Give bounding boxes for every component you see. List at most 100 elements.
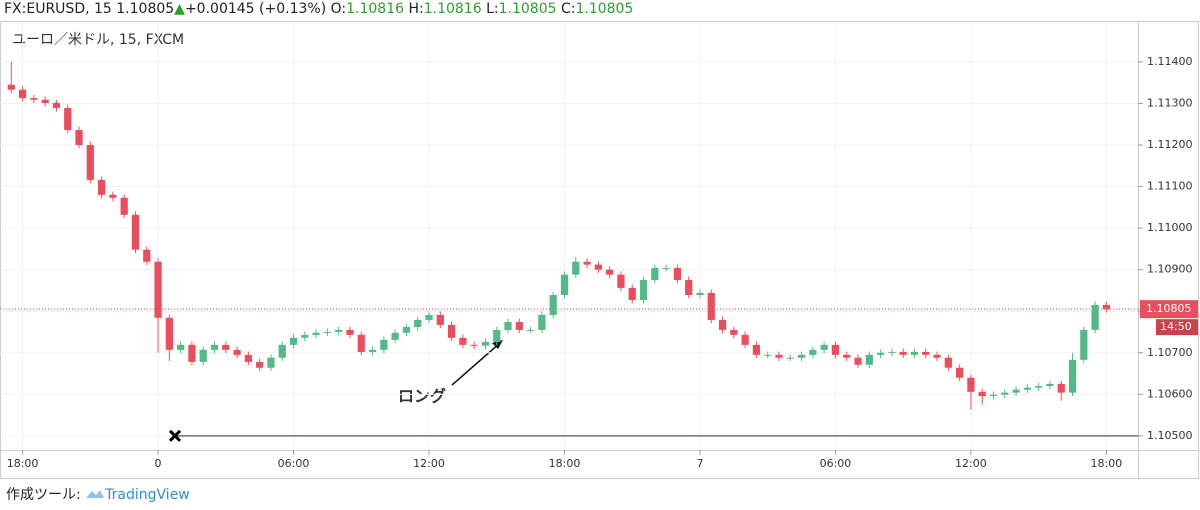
candle-body	[425, 314, 433, 320]
candle-body	[52, 103, 61, 109]
candle-body	[357, 334, 365, 352]
candle-body	[583, 261, 591, 265]
candle-body	[685, 280, 693, 296]
candle-body	[41, 99, 49, 104]
candle-body	[594, 264, 602, 270]
last-price-label: 1.10805	[1146, 302, 1192, 315]
candle-body	[244, 354, 252, 362]
candle-body	[978, 391, 986, 396]
candle-body	[854, 357, 862, 365]
close-label: C:	[560, 1, 576, 17]
candle-body	[944, 357, 952, 368]
candle-body	[154, 261, 162, 318]
y-tick-label: 1.11400	[1147, 55, 1193, 68]
candle-body	[1068, 359, 1077, 393]
x-tick-label: 7	[696, 457, 703, 470]
candle-body	[233, 349, 241, 355]
candle-body	[18, 89, 27, 99]
last-price-box	[1140, 300, 1198, 319]
candle-body	[131, 214, 140, 250]
candle-body	[380, 339, 388, 350]
footer-brand: TradingView	[105, 487, 190, 503]
candle-body	[504, 322, 512, 330]
candle-body	[301, 334, 309, 338]
candle-body	[267, 357, 275, 368]
candle-body	[289, 337, 298, 345]
candle-body	[1102, 304, 1111, 310]
candle-body	[899, 351, 907, 355]
candle-body	[617, 274, 625, 288]
change: +0.00145 (+0.13%)	[184, 1, 327, 17]
candle-body	[831, 344, 840, 355]
candle-body	[865, 354, 873, 365]
candle-body	[538, 314, 546, 330]
candle-body	[1012, 389, 1020, 393]
candle-body	[786, 357, 794, 359]
candle-body	[876, 352, 885, 355]
candle-body	[1001, 392, 1009, 395]
candle-body	[1035, 386, 1043, 388]
candle-body	[775, 354, 783, 358]
y-tick-label: 1.10900	[1147, 263, 1193, 276]
candle-body	[707, 292, 715, 320]
candle-body	[1091, 304, 1099, 330]
x-tick-label: 12:00	[955, 457, 987, 470]
candle-body	[820, 344, 828, 350]
candle-body	[1080, 329, 1088, 360]
candle-body	[391, 332, 399, 340]
low: 1.10805	[498, 1, 557, 17]
candle-body	[696, 292, 704, 296]
annotation-arrow	[451, 342, 501, 386]
candle-body	[165, 317, 173, 350]
high-label: H:	[408, 1, 424, 17]
candle-body	[470, 344, 478, 346]
candle-body	[1023, 387, 1031, 390]
footer-label: 作成ツール:	[6, 487, 81, 503]
header: FX:EURUSD, 15 1.10805▲+0.00145 (+0.13%) …	[4, 1, 633, 17]
candle-body	[335, 329, 343, 332]
logo	[86, 490, 105, 498]
candle-body	[933, 354, 941, 358]
y-tick-label: 1.10700	[1147, 346, 1193, 359]
candle-body	[177, 344, 185, 350]
x-tick-label: 18:00	[7, 457, 39, 470]
candle-body	[730, 329, 738, 335]
candle-body	[910, 351, 919, 355]
y-tick-label: 1.11200	[1147, 138, 1193, 151]
open: 1.10816	[346, 1, 405, 17]
candle-body	[741, 334, 749, 345]
candle-body	[922, 351, 930, 355]
x-tick-label: 0	[155, 457, 162, 470]
candle-body	[402, 327, 411, 333]
candle-body	[956, 367, 964, 378]
x-tick-label: 18:00	[1091, 457, 1123, 470]
chart: ユーロ／米ドル, 15, FXCM ロング 1.10500 1.10600 1.10…	[0, 21, 1199, 479]
candle-body	[843, 354, 851, 358]
candle-body	[436, 314, 444, 325]
candle-body	[312, 332, 320, 335]
candle-body	[527, 329, 535, 331]
candle-body	[368, 349, 377, 352]
candle-body	[651, 267, 659, 281]
x-tick-label: 18:00	[549, 457, 581, 470]
candle-body	[797, 354, 806, 358]
candle-body	[210, 344, 219, 350]
footer: 作成ツール: TradingView	[6, 484, 190, 504]
y-tick-label: 1.11000	[1147, 221, 1193, 234]
candle-body	[809, 349, 817, 355]
candle-body	[323, 331, 332, 333]
close: 1.10805	[575, 1, 634, 17]
candle-body	[639, 280, 648, 300]
symbol: FX:EURUSD, 15	[4, 1, 112, 17]
x-tick-label: 06:00	[820, 457, 852, 470]
candle-body	[120, 197, 128, 215]
countdown-box	[1156, 319, 1198, 336]
low-label: L:	[486, 1, 499, 17]
candle-body	[7, 84, 15, 90]
candle-body	[459, 337, 467, 345]
candle-body	[481, 341, 490, 346]
arrow-head	[492, 340, 503, 349]
candle-body	[1057, 383, 1065, 393]
frame	[0, 21, 1199, 479]
